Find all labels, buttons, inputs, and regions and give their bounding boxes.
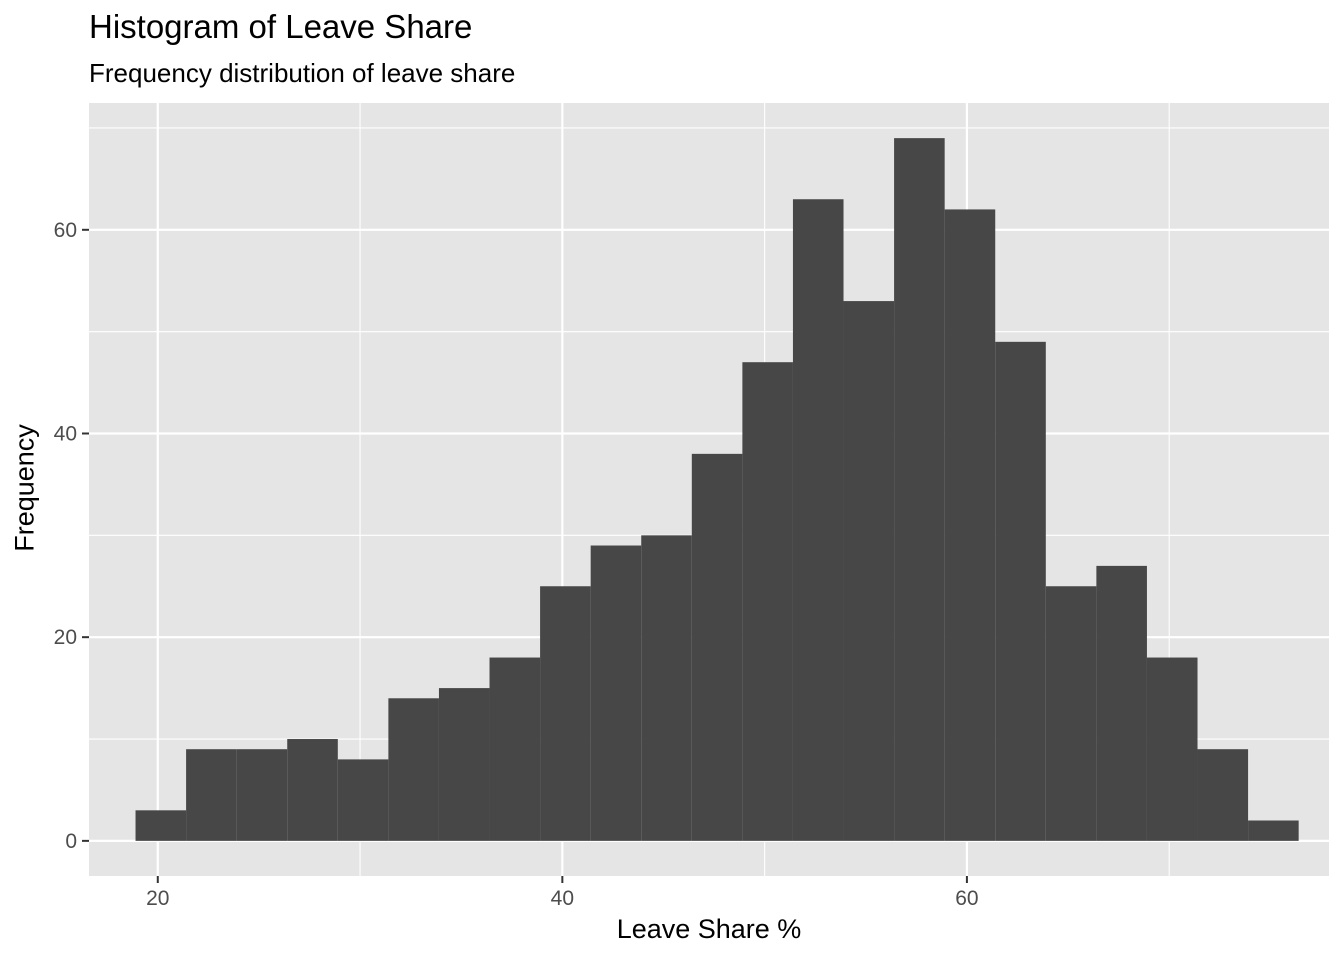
histogram-bar [995, 341, 1046, 841]
histogram-bar [944, 209, 996, 841]
histogram-bar [1146, 657, 1198, 841]
x-tick-label: 20 [146, 887, 169, 910]
y-tick-label: 20 [54, 626, 77, 649]
histogram-bar [1248, 820, 1299, 841]
histogram-bar [388, 698, 439, 841]
chart-title: Histogram of Leave Share [89, 8, 473, 45]
histogram-bar [1197, 749, 1249, 841]
histogram-bar [236, 749, 288, 841]
histogram-bar [641, 535, 692, 841]
histogram-bar [691, 453, 743, 841]
histogram-bar [438, 688, 490, 841]
histogram-bar [742, 362, 793, 841]
axes: 20 40 60 0 20 40 60 [54, 219, 979, 910]
y-tick-label: 60 [54, 219, 77, 242]
histogram-bar [540, 586, 591, 841]
x-tick-label: 40 [551, 887, 574, 910]
histogram-bar [843, 301, 895, 841]
y-tick-label: 0 [65, 830, 77, 853]
histogram-bar [1045, 586, 1097, 841]
histogram-bar [1096, 565, 1147, 841]
x-axis-title: Leave Share % [616, 914, 802, 944]
histogram-bar [489, 657, 541, 841]
y-axis-title: Frequency [9, 424, 40, 552]
chart-subtitle: Frequency distribution of leave share [89, 58, 516, 88]
histogram-bar [792, 199, 844, 841]
histogram-bars [135, 138, 1299, 841]
histogram-bar [186, 749, 237, 841]
histogram-bar [894, 138, 945, 841]
x-tick-label: 60 [955, 887, 978, 910]
histogram-bar [287, 739, 338, 841]
histogram-bar [135, 810, 187, 841]
histogram-bar [590, 545, 642, 841]
histogram-bar [337, 759, 389, 841]
y-tick-label: 40 [54, 422, 77, 445]
